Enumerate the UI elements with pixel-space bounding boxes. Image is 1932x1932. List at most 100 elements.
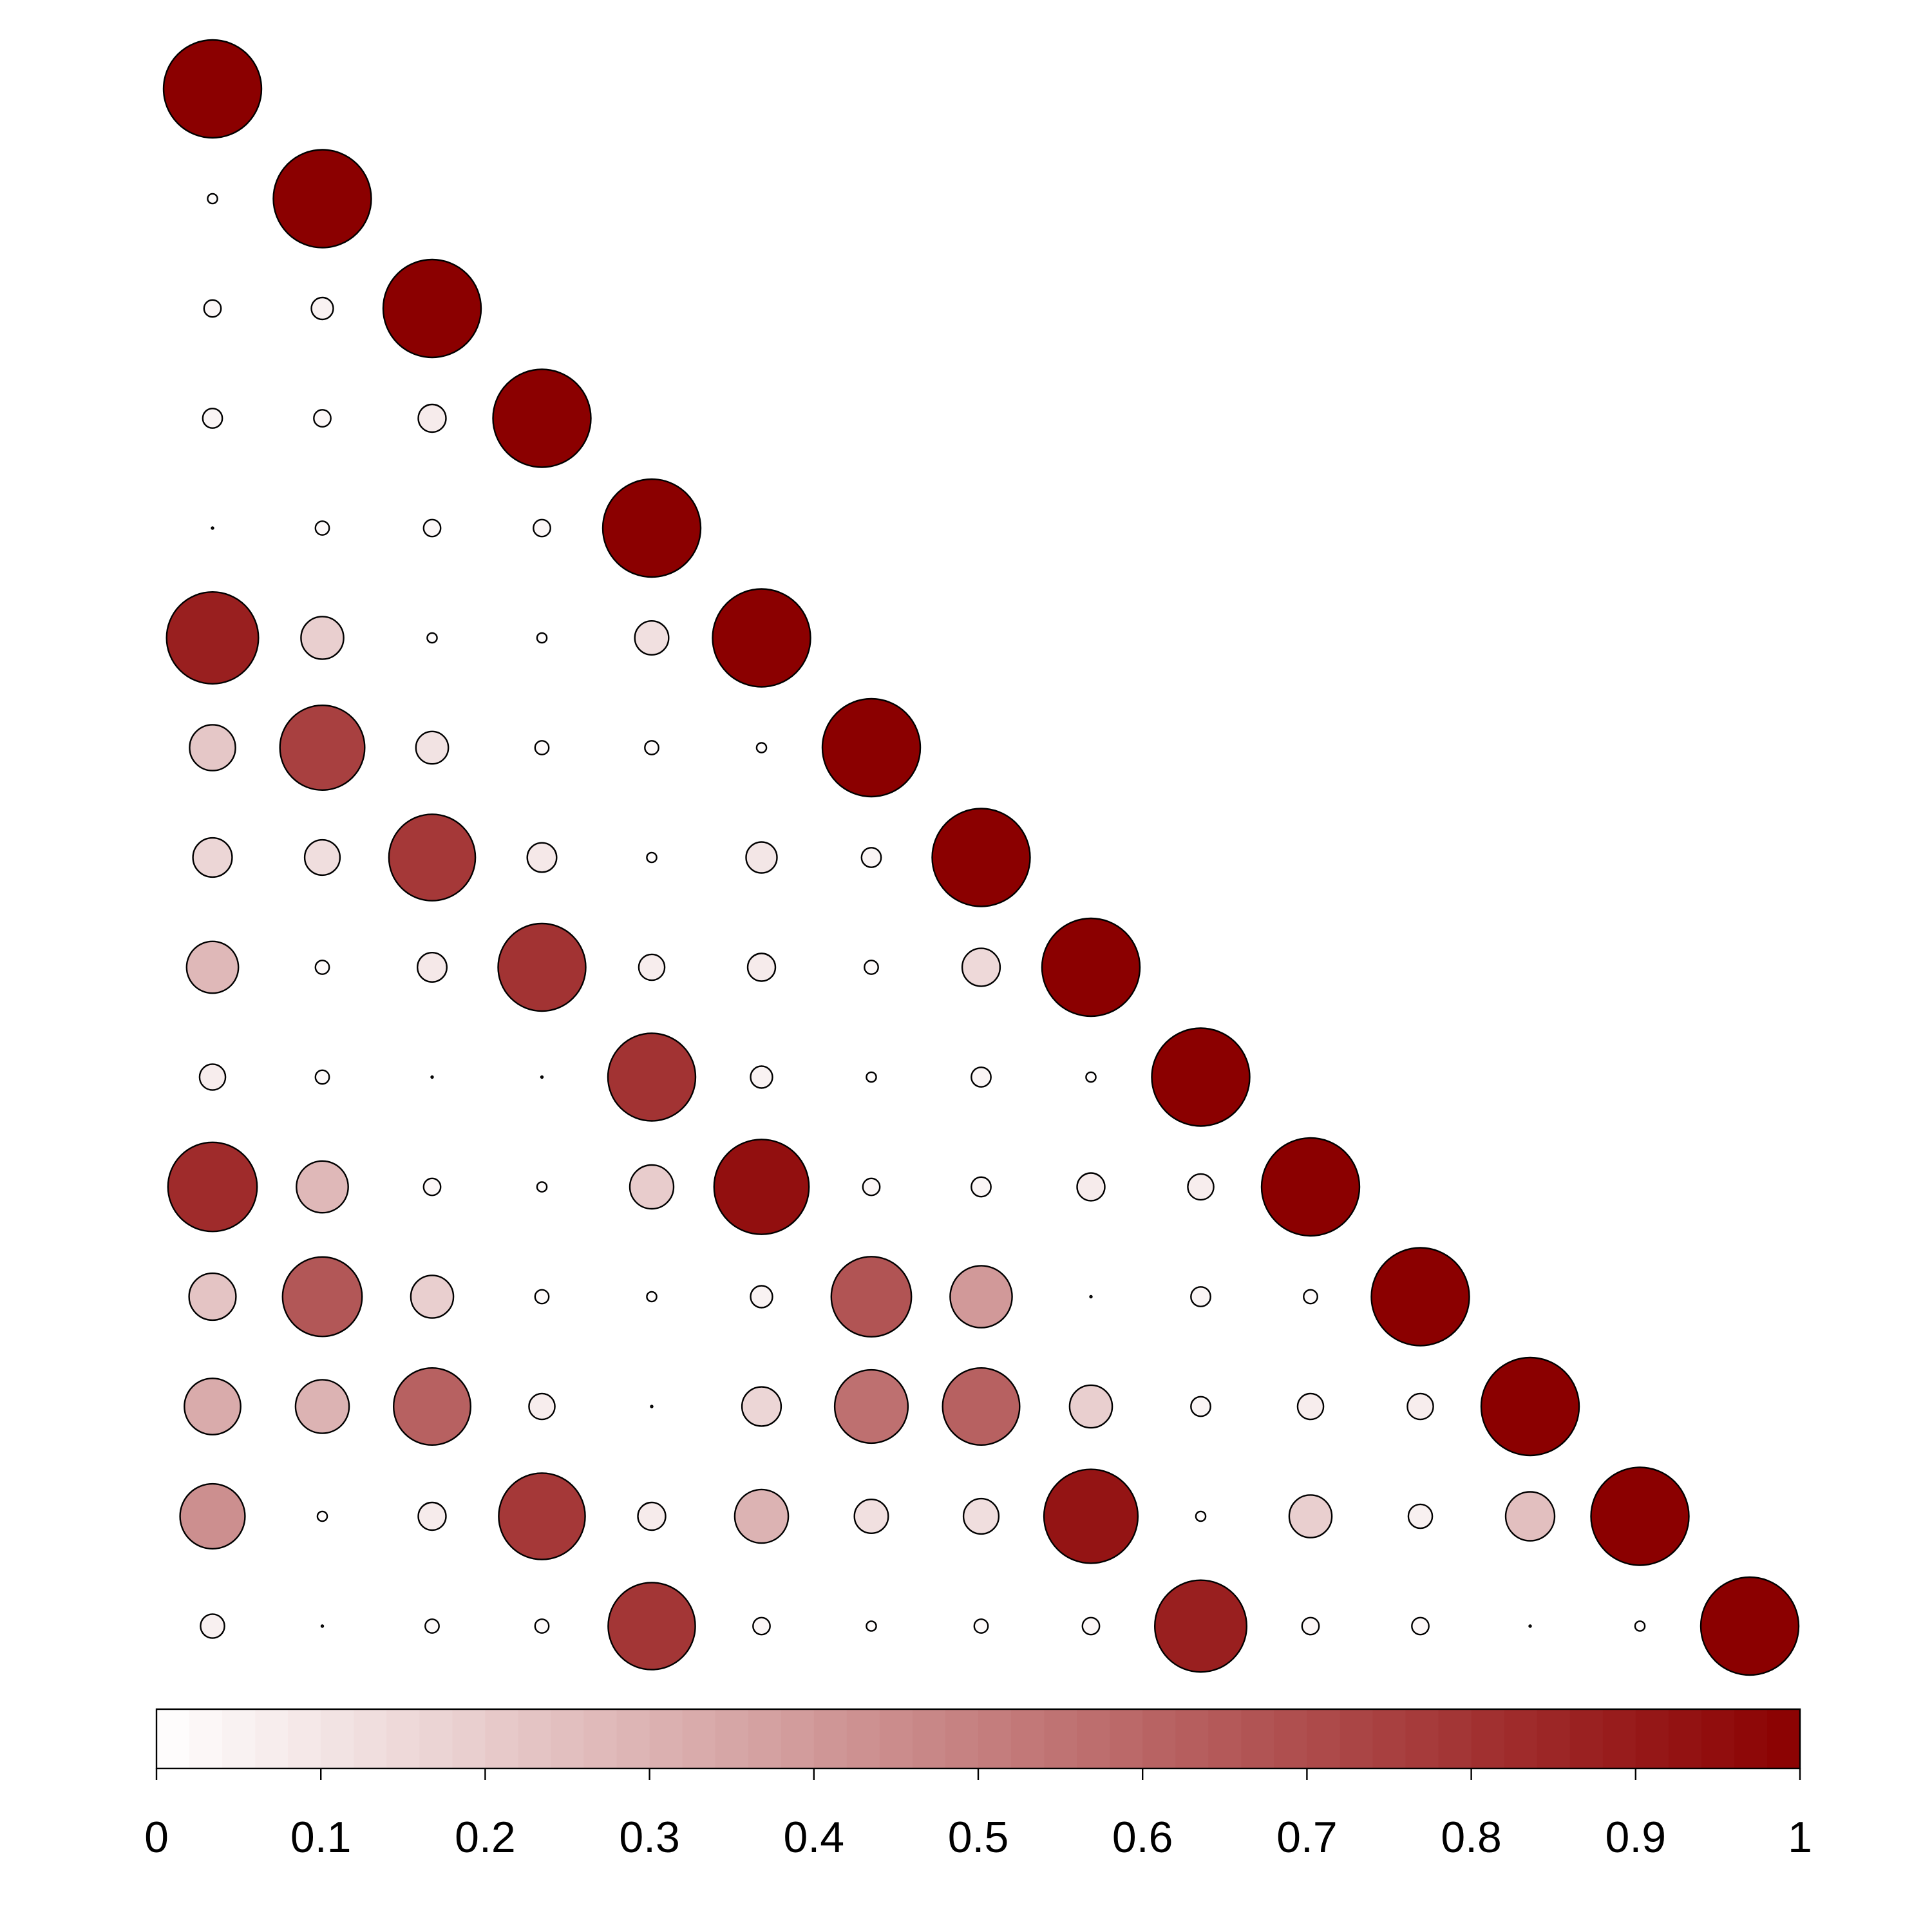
correlation-bubble-r11-c1 [167, 1141, 258, 1233]
correlation-bubble-r9-c4 [497, 922, 587, 1012]
colorbar-tick-label: 0.6 [1112, 1813, 1173, 1862]
colorbar-tick-label: 0 [144, 1813, 169, 1862]
correlation-bubble-r10-c8 [971, 1066, 992, 1088]
colorbar-segment [1274, 1709, 1307, 1768]
correlation-bubble-r6-c4 [536, 632, 548, 644]
correlation-bubble-r13-c11 [1296, 1392, 1325, 1421]
colorbar-segment [354, 1709, 387, 1768]
correlation-bubble-r14-c3 [417, 1501, 447, 1531]
correlation-bubble-r13-c1 [184, 1378, 242, 1435]
correlation-bubble-r7-c5 [644, 740, 659, 755]
correlation-bubble-r14-c9 [1043, 1468, 1139, 1564]
correlation-bubble-r15-c2 [320, 1624, 325, 1628]
correlation-bubble-r14-c6 [734, 1488, 790, 1544]
correlation-bubble-r15-c8 [973, 1618, 989, 1634]
colorbar-segment [189, 1709, 223, 1768]
correlation-bubble-r11-c6 [713, 1139, 810, 1235]
colorbar-segment [419, 1709, 453, 1768]
bubble-matrix [162, 39, 1800, 1676]
colorbar-segment [321, 1709, 354, 1768]
colorbar-segment [386, 1709, 420, 1768]
colorbar-segment [1077, 1709, 1110, 1768]
correlation-bubble-r10-c7 [866, 1071, 877, 1083]
correlation-bubble-r12-c6 [750, 1285, 773, 1309]
correlation-bubble-r8-c8 [931, 808, 1031, 907]
correlation-bubble-r13-c12 [1406, 1392, 1434, 1421]
correlation-bubble-r4-c4 [492, 368, 592, 468]
correlation-bubble-r14-c12 [1407, 1503, 1434, 1530]
correlation-bubble-r15-c11 [1301, 1616, 1320, 1636]
colorbar-segment [222, 1709, 256, 1768]
correlation-bubble-r5-c5 [601, 478, 702, 578]
correlation-bubble-r14-c8 [962, 1497, 1000, 1535]
colorbar-tick-label: 0.8 [1441, 1813, 1502, 1862]
correlation-bubble-r5-c2 [314, 520, 330, 536]
correlation-bubble-r10-c5 [607, 1032, 697, 1122]
correlation-bubble-r14-c14 [1590, 1466, 1690, 1566]
colorbar-segment [1701, 1709, 1735, 1768]
colorbar-gradient [156, 1709, 1801, 1768]
colorbar-segment [452, 1709, 486, 1768]
colorbar-segment [1569, 1709, 1604, 1768]
correlation-bubble-r13-c3 [393, 1367, 472, 1446]
colorbar-ticks: 0 0.1 0.2 0.3 0.4 0.5 0.6 0.7 0.8 0.9 1 [144, 1768, 1812, 1862]
correlation-bubble-r14-c7 [853, 1498, 889, 1534]
colorbar-tick-label: 1 [1788, 1813, 1812, 1862]
correlation-bubble-r7-c7 [821, 697, 922, 798]
colorbar-segment [879, 1709, 913, 1768]
correlation-bubble-r12-c12 [1370, 1247, 1470, 1347]
colorbar-segment [255, 1709, 289, 1768]
correlation-bubble-r13-c2 [294, 1379, 350, 1434]
colorbar-tick-label: 0.3 [619, 1813, 680, 1862]
correlation-bubble-r12-c7 [830, 1256, 913, 1338]
correlation-bubble-r10-c1 [198, 1063, 227, 1091]
correlation-bubble-r4-c2 [313, 409, 332, 428]
correlation-bubble-r9-c7 [864, 960, 879, 975]
colorbar-segment [156, 1709, 190, 1768]
correlation-bubble-r12-c11 [1303, 1289, 1318, 1305]
correlation-bubble-r15-c15 [1700, 1576, 1800, 1676]
colorbar: 0 0.1 0.2 0.3 0.4 0.5 0.6 0.7 0.8 0.9 1 [144, 1708, 1812, 1862]
correlation-bubble-r7-c4 [534, 740, 550, 755]
colorbar-segment [945, 1709, 979, 1768]
colorbar-segment [551, 1709, 585, 1768]
correlation-bubble-r9-c9 [1041, 917, 1141, 1018]
correlation-bubble-r8-c5 [646, 851, 658, 864]
correlation-bubble-r15-c13 [1528, 1624, 1532, 1628]
correlation-bubble-r10-c4 [540, 1075, 544, 1079]
correlation-bubble-r15-c14 [1634, 1620, 1646, 1632]
correlation-bubble-r15-c12 [1411, 1616, 1430, 1636]
correlation-bubble-r13-c5 [650, 1405, 654, 1408]
correlation-bubble-r8-c7 [860, 847, 882, 868]
correlation-bubble-r11-c8 [971, 1176, 992, 1198]
correlation-bubble-r15-c10 [1153, 1579, 1247, 1673]
correlation-bubble-r9-c2 [314, 960, 330, 975]
correlation-bubble-r14-c11 [1288, 1494, 1333, 1539]
correlation-bubble-r9-c6 [746, 952, 777, 982]
correlation-bubble-r8-c6 [745, 841, 778, 874]
correlation-bubble-r9-c3 [417, 951, 448, 983]
correlation-bubble-r13-c7 [833, 1368, 909, 1444]
correlation-bubble-r15-c6 [752, 1616, 771, 1636]
colorbar-segment [1241, 1709, 1274, 1768]
correlation-bubble-r14-c10 [1195, 1510, 1207, 1522]
correlation-bubble-r11-c4 [536, 1181, 548, 1193]
correlation-bubble-r6-c1 [166, 591, 260, 685]
correlation-bubble-r7-c2 [279, 704, 366, 791]
correlation-bubble-r13-c4 [528, 1392, 556, 1421]
colorbar-segment [1602, 1709, 1636, 1768]
correlation-bubble-r13-c13 [1480, 1356, 1580, 1457]
colorbar-segment [518, 1709, 552, 1768]
correlation-bubble-r6-c6 [712, 588, 811, 688]
correlation-bubble-r1-c1 [162, 39, 263, 139]
colorbar-segment [1011, 1709, 1045, 1768]
colorbar-segment [1142, 1709, 1176, 1768]
correlation-bubble-r11-c2 [296, 1160, 349, 1214]
correlation-bubble-r7-c6 [755, 742, 768, 753]
correlation-bubble-r8-c1 [192, 837, 233, 878]
correlation-bubble-r12-c9 [1089, 1294, 1093, 1299]
correlation-bubble-r15-c4 [534, 1618, 550, 1634]
correlation-bubble-r3-c1 [203, 299, 222, 318]
correlation-bubble-r3-c3 [382, 258, 482, 359]
colorbar-segment [288, 1709, 321, 1768]
